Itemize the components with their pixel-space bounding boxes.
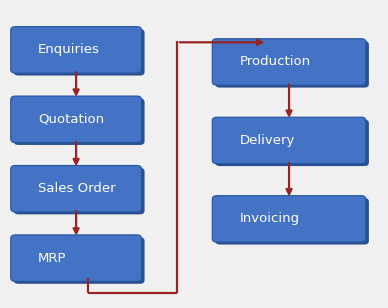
FancyBboxPatch shape	[215, 198, 369, 245]
FancyBboxPatch shape	[11, 235, 142, 282]
FancyBboxPatch shape	[215, 41, 369, 87]
Text: Production: Production	[240, 55, 311, 68]
Text: MRP: MRP	[38, 252, 67, 265]
Text: Sales Order: Sales Order	[38, 182, 116, 195]
Text: Delivery: Delivery	[240, 134, 295, 147]
FancyBboxPatch shape	[14, 29, 145, 75]
FancyBboxPatch shape	[212, 196, 366, 242]
FancyBboxPatch shape	[11, 26, 142, 73]
FancyBboxPatch shape	[215, 120, 369, 166]
Text: Invoicing: Invoicing	[240, 213, 300, 225]
FancyBboxPatch shape	[11, 165, 142, 212]
Text: Quotation: Quotation	[38, 113, 104, 126]
FancyBboxPatch shape	[212, 117, 366, 164]
FancyBboxPatch shape	[14, 237, 145, 284]
FancyBboxPatch shape	[14, 99, 145, 145]
Text: Enquiries: Enquiries	[38, 43, 100, 56]
FancyBboxPatch shape	[212, 39, 366, 85]
FancyBboxPatch shape	[14, 168, 145, 214]
FancyBboxPatch shape	[11, 96, 142, 143]
